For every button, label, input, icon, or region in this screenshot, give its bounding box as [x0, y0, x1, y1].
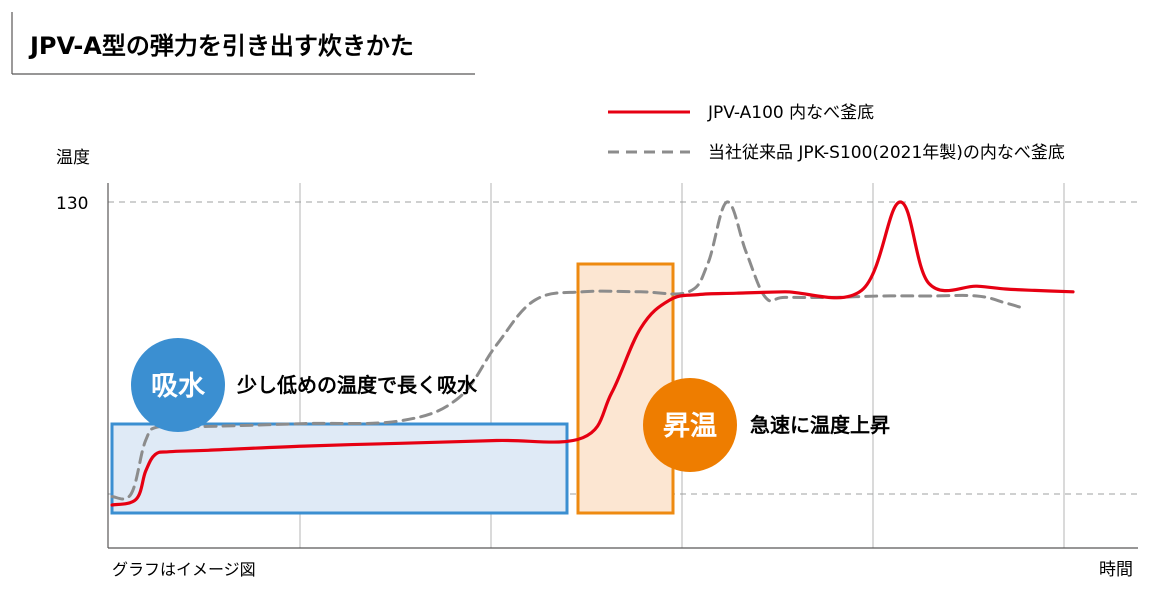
- heat-phase-box: [576, 262, 675, 515]
- heat-badge: [643, 378, 737, 472]
- soak-description: 少し低めの温度で長く吸水: [236, 373, 478, 397]
- image-note: グラフはイメージ図: [112, 560, 256, 579]
- legend-label-jpv-a100: JPV-A100 内なべ釜底: [707, 103, 874, 123]
- series-line-jpv-a100: [110, 200, 1075, 507]
- chart-title: JPV-A型の弾力を引き出す炊きかた: [28, 32, 414, 60]
- soak-badge: [131, 338, 225, 432]
- soak-badge-label: 吸水: [151, 371, 206, 402]
- soak-annotation: 吸水 少し低めの温度で長く吸水: [131, 338, 478, 432]
- legend: JPV-A100 内なべ釜底 当社従来品 JPK-S100(2021年製)の内な…: [608, 103, 1065, 163]
- series-line-jpk-s100: [110, 200, 1027, 501]
- heat-description: 急速に温度上昇: [750, 413, 890, 437]
- x-axis-label: 時間: [1099, 560, 1133, 580]
- soak-phase-box: [110, 422, 569, 515]
- y-tick-label-130: 130: [56, 194, 88, 214]
- y-axis-label: 温度: [56, 148, 90, 168]
- heat-annotation: 昇温 急速に温度上昇: [643, 378, 890, 472]
- heat-badge-label: 昇温: [663, 411, 717, 442]
- legend-label-jpk-s100: 当社従来品 JPK-S100(2021年製)の内なべ釜底: [708, 143, 1065, 163]
- chart-title-group: JPV-A型の弾力を引き出す炊きかた: [11, 12, 475, 75]
